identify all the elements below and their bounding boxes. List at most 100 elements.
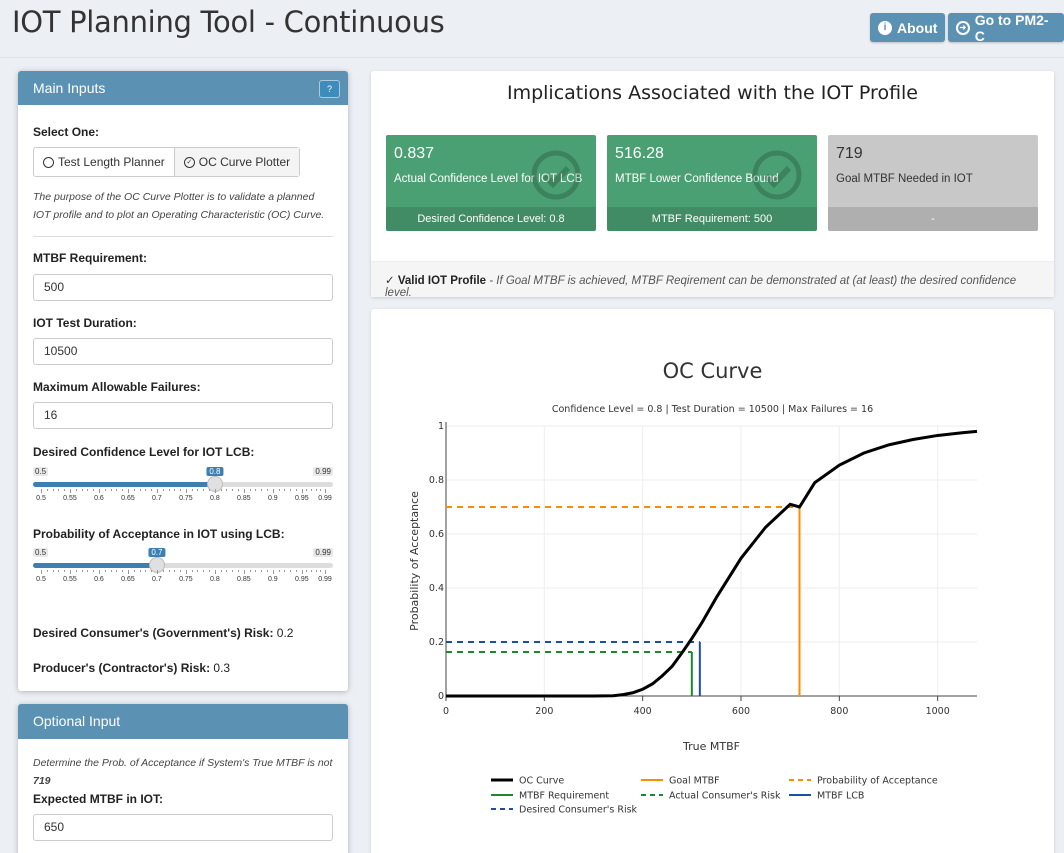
x-tick-label: 400 [634,706,652,717]
slider-minor-tick [81,570,83,572]
slider-minor-tick [306,570,308,572]
value-box-caption: MTBF Lower Confidence Bound [615,173,779,185]
slider-minor-tick [139,570,141,572]
slider-tick [69,489,71,493]
slider-minor-tick [75,489,77,491]
value-box-footer: - [828,207,1038,231]
slider-tick-label: 0.99 [318,576,332,583]
slider-minor-tick [255,570,257,572]
value-box-footer: Desired Confidence Level: 0.8 [386,207,596,231]
slider-minor-tick [93,570,95,572]
slider-minor-tick [52,489,54,491]
test-duration-input[interactable]: 10500 [33,338,333,365]
slider-minor-tick [52,570,54,572]
slider-tick [69,570,71,574]
confidence-value-box: 0.837 Actual Confidence Level for IOT LC… [386,135,596,231]
slider-tick [185,570,187,574]
value-box-number: 0.837 [394,145,435,162]
legend-label: Actual Consumer's Risk [669,791,781,802]
max-failures-input[interactable]: 16 [33,402,333,429]
slider-tick [185,489,187,493]
slider-minor-tick [174,570,176,572]
main-inputs-header: Main Inputs ? [18,71,348,105]
slider-tick-label: 0.99 [318,495,332,502]
slider-value-label: 0.8 [206,467,224,476]
slider-minor-tick [64,489,66,491]
optional-desc-value: 719 [33,775,51,787]
value-box-footer: MTBF Requirement: 500 [607,207,817,231]
optional-input-panel: Optional Input Determine the Prob. of Ac… [18,704,348,853]
slider-tick-label: 0.5 [36,495,46,502]
mtbf-requirement-input[interactable]: 500 [33,274,333,301]
expected-mtbf-input[interactable]: 650 [33,814,333,841]
slider-minor-tick [122,489,124,491]
legend-label: Goal MTBF [669,776,720,787]
slider-tick [272,570,274,574]
y-tick-label: 0.2 [429,637,444,648]
slider-minor-tick [145,570,147,572]
slider-minor-tick [320,570,322,572]
slider-minor-tick [290,489,292,491]
valid-profile-text: - If Goal MTBF is achieved, MTBF Reqirem… [385,275,1017,299]
slider-minor-tick [278,570,280,572]
slider-minor-tick [296,489,298,491]
option-test-length-planner[interactable]: Test Length Planner [34,148,174,176]
top-bar: IOT Planning Tool - Continuous i About ➜… [0,0,1064,58]
slider-minor-tick [209,489,211,491]
implications-panel: Implications Associated with the IOT Pro… [371,71,1054,299]
slider-tick [156,570,158,574]
slider-tick-label: 0.6 [94,495,104,502]
slider-minor-tick [116,570,118,572]
slider-tick-label: 0.55 [63,495,77,502]
value-box-number: 719 [836,145,863,162]
slider-value-label: 0.7 [148,548,166,557]
value-box-caption: Actual Confidence Level for IOT LCB [394,173,583,185]
option-oc-curve-plotter[interactable]: ✓ OC Curve Plotter [173,148,300,176]
slider-minor-tick [261,489,263,491]
slider-tick [301,570,303,574]
slider-tick [127,489,129,493]
optional-input-header: Optional Input [18,704,348,739]
app-title: IOT Planning Tool - Continuous [12,5,445,39]
slider-minor-tick [122,570,124,572]
slider-tick [243,570,245,574]
slider-minor-tick [255,489,257,491]
valid-profile-label: Valid IOT Profile [397,275,487,287]
slider-min-label: 0.5 [33,467,49,476]
slider-minor-tick [174,489,176,491]
slider-minor-tick [220,489,222,491]
slider-tick [156,489,158,493]
goto-label: Go to PM2-C [974,11,1049,44]
arrow-circle-right-icon: ➜ [956,20,970,35]
info-icon: i [878,20,892,35]
value-box-number: 516.28 [615,145,664,162]
confidence-level-slider[interactable]: 0.5 0.99 0.8 0.5 0.55 0.6 0.65 0.7 0.75 0.8 0.8… [33,467,333,517]
slider-minor-tick [232,489,234,491]
go-to-pm2c-button[interactable]: ➜ Go to PM2-C [948,11,1064,44]
slider-minor-tick [249,570,251,572]
slider-minor-tick [81,489,83,491]
slider-minor-tick [220,570,222,572]
slider-fill [33,563,157,568]
slider-track[interactable] [33,563,333,568]
slider-minor-tick [284,570,286,572]
check-circle-icon [752,150,802,200]
slider-tick [214,570,216,574]
slider-minor-tick [311,489,313,491]
legend-label: MTBF LCB [817,791,864,802]
goal-mtbf-value-box: 719 Goal MTBF Needed in IOT - [828,135,1038,231]
about-button[interactable]: i About [870,13,946,42]
help-icon[interactable]: ? [319,80,340,98]
prob-acceptance-slider[interactable]: 0.5 0.99 0.7 0.5 0.55 0.6 0.65 0.7 0.75 0.8 0.8… [33,548,333,598]
mtbf-lcb-value-box: 516.28 MTBF Lower Confidence Bound MTBF … [607,135,817,231]
slider-minor-tick [162,570,164,572]
optional-desc-text: Determine the Prob. of Acceptance if Sys… [33,757,333,769]
expected-mtbf-label: Expected MTBF in IOT: [33,792,164,806]
option-label: OC Curve Plotter [198,155,291,169]
select-one-label: Select One: [33,125,100,139]
slider-minor-tick [133,489,135,491]
slider-tick-label: 0.75 [179,495,193,502]
slider-minor-tick [110,570,112,572]
slider-minor-tick [320,489,322,491]
oc-curve-chart[interactable]: 0 200 400 600 800 1000 0 0.2 0.4 0.6 0.8 1 True MTBF… [371,309,1054,849]
